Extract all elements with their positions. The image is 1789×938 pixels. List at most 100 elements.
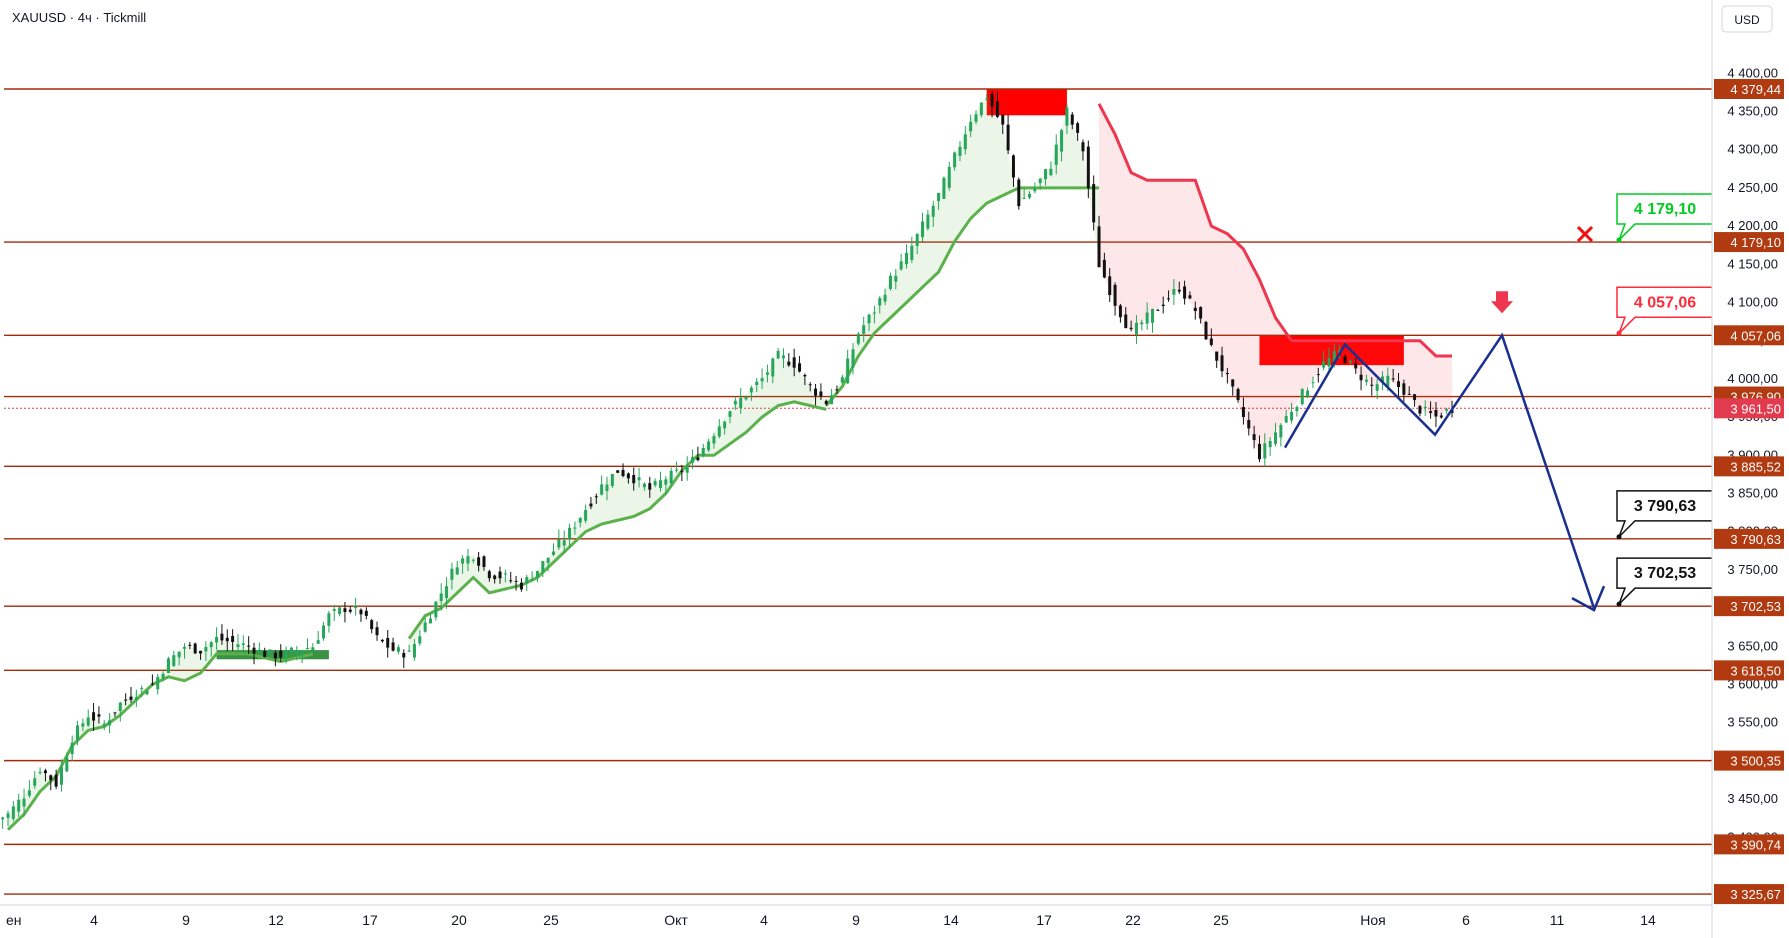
candle-body [482, 556, 486, 568]
candle-body [787, 361, 791, 366]
candle-body [658, 480, 662, 488]
candle-body [535, 570, 539, 578]
candle-body [610, 474, 614, 486]
candle-body [263, 651, 267, 658]
candle-body [1108, 276, 1112, 296]
candle-body [525, 577, 529, 584]
candle-body [1439, 415, 1443, 418]
broker-label: Tickmill [103, 10, 146, 25]
candle-body [1316, 374, 1320, 376]
candle-body [252, 647, 256, 654]
x-tick-label: Ноя [1360, 912, 1385, 928]
level-price-tag [1714, 79, 1784, 99]
candle-body [59, 767, 63, 785]
x-tick-label: 25 [543, 912, 559, 928]
candle-body [808, 384, 812, 386]
candle-body [1306, 390, 1310, 398]
candle-body [872, 312, 876, 314]
sell-arrow-icon [1491, 291, 1513, 314]
candle-body [354, 606, 358, 609]
candle-body [696, 457, 700, 461]
candle-body [22, 798, 26, 807]
candle-body [701, 447, 705, 456]
candle-body [899, 261, 903, 270]
candle-body [118, 702, 122, 712]
callout-anchor-dot [1616, 534, 1622, 540]
candle-body [1086, 146, 1090, 189]
candle-body [182, 646, 186, 649]
candle-body [669, 470, 673, 484]
candle-body [1070, 114, 1074, 125]
supertrend-up-line [825, 186, 1100, 407]
candle-body [471, 559, 475, 561]
candle-body [733, 400, 737, 405]
candle-body [691, 456, 695, 463]
candle-body [771, 358, 775, 377]
candle-body [846, 358, 850, 384]
candle-body [942, 177, 946, 199]
candle-body [589, 503, 593, 507]
candle-body [102, 723, 106, 727]
candle-body [1001, 114, 1005, 125]
level-price-text: 3 500,35 [1730, 754, 1781, 769]
level-price-text: 3 390,74 [1730, 837, 1781, 852]
candle-body [487, 571, 491, 579]
candle-body [723, 421, 727, 429]
y-tick-label: 3 850,00 [1727, 485, 1778, 500]
candle-body [140, 687, 144, 689]
candle-body [279, 650, 283, 658]
level-price-text: 3 790,63 [1730, 532, 1781, 547]
candle-body [552, 551, 556, 555]
candle-body [247, 645, 251, 647]
candle-body [573, 527, 577, 529]
candle-body [616, 470, 620, 473]
candle-body [236, 644, 240, 648]
x-tick-label: ен [6, 912, 22, 928]
level-price-tag [1714, 596, 1784, 617]
currency-box[interactable] [1721, 5, 1773, 33]
candle-body [1284, 416, 1288, 423]
candle-body [1156, 309, 1160, 311]
candle-body [594, 496, 598, 498]
candle-body [1092, 184, 1096, 223]
candle-body [215, 636, 219, 643]
candle-body [150, 683, 154, 685]
candle-body [1054, 144, 1058, 165]
candle-body [1257, 443, 1261, 460]
time-axis[interactable]: ен 4 9 12 17 20 25 Окт 4 9 14 17 22 25 Ноя 6 11 14 [0, 904, 1712, 928]
candle-body [220, 633, 224, 641]
candle-body [760, 378, 764, 382]
candle-body [129, 696, 133, 700]
level-price-text: 3 702,53 [1730, 599, 1781, 614]
candle-body [338, 607, 342, 615]
level-price-tag [1714, 528, 1784, 549]
callout-label: 3 702,53 [1634, 565, 1696, 582]
candle-body [418, 636, 422, 644]
candle-body [1413, 394, 1417, 400]
close-cross-icon [1576, 225, 1594, 243]
candle-body [156, 676, 160, 690]
candle-body [1151, 308, 1155, 323]
supertrend-up-line [6, 652, 314, 831]
candle-body [241, 643, 245, 645]
candle-body [1332, 351, 1336, 362]
level-price-tag [1714, 660, 1784, 681]
level-price-tag [1714, 232, 1784, 253]
supertrend-down-line [1097, 103, 1293, 342]
candle-body [1370, 384, 1374, 386]
y-tick-label: 4 300,00 [1727, 142, 1778, 157]
candle-body [273, 652, 277, 659]
x-tick-label: 17 [1036, 912, 1052, 928]
candle-body [621, 469, 625, 477]
x-tick-label: 9 [852, 912, 860, 928]
x-tick-label: Окт [664, 912, 688, 928]
symbol-label: XAUUSD [12, 10, 66, 25]
x-tick-label: 17 [362, 912, 378, 928]
level-price-tag [1714, 884, 1784, 905]
projection-arrowhead [1571, 585, 1606, 612]
y-tick-label: 3 550,00 [1727, 715, 1778, 730]
candle-body [177, 651, 181, 658]
